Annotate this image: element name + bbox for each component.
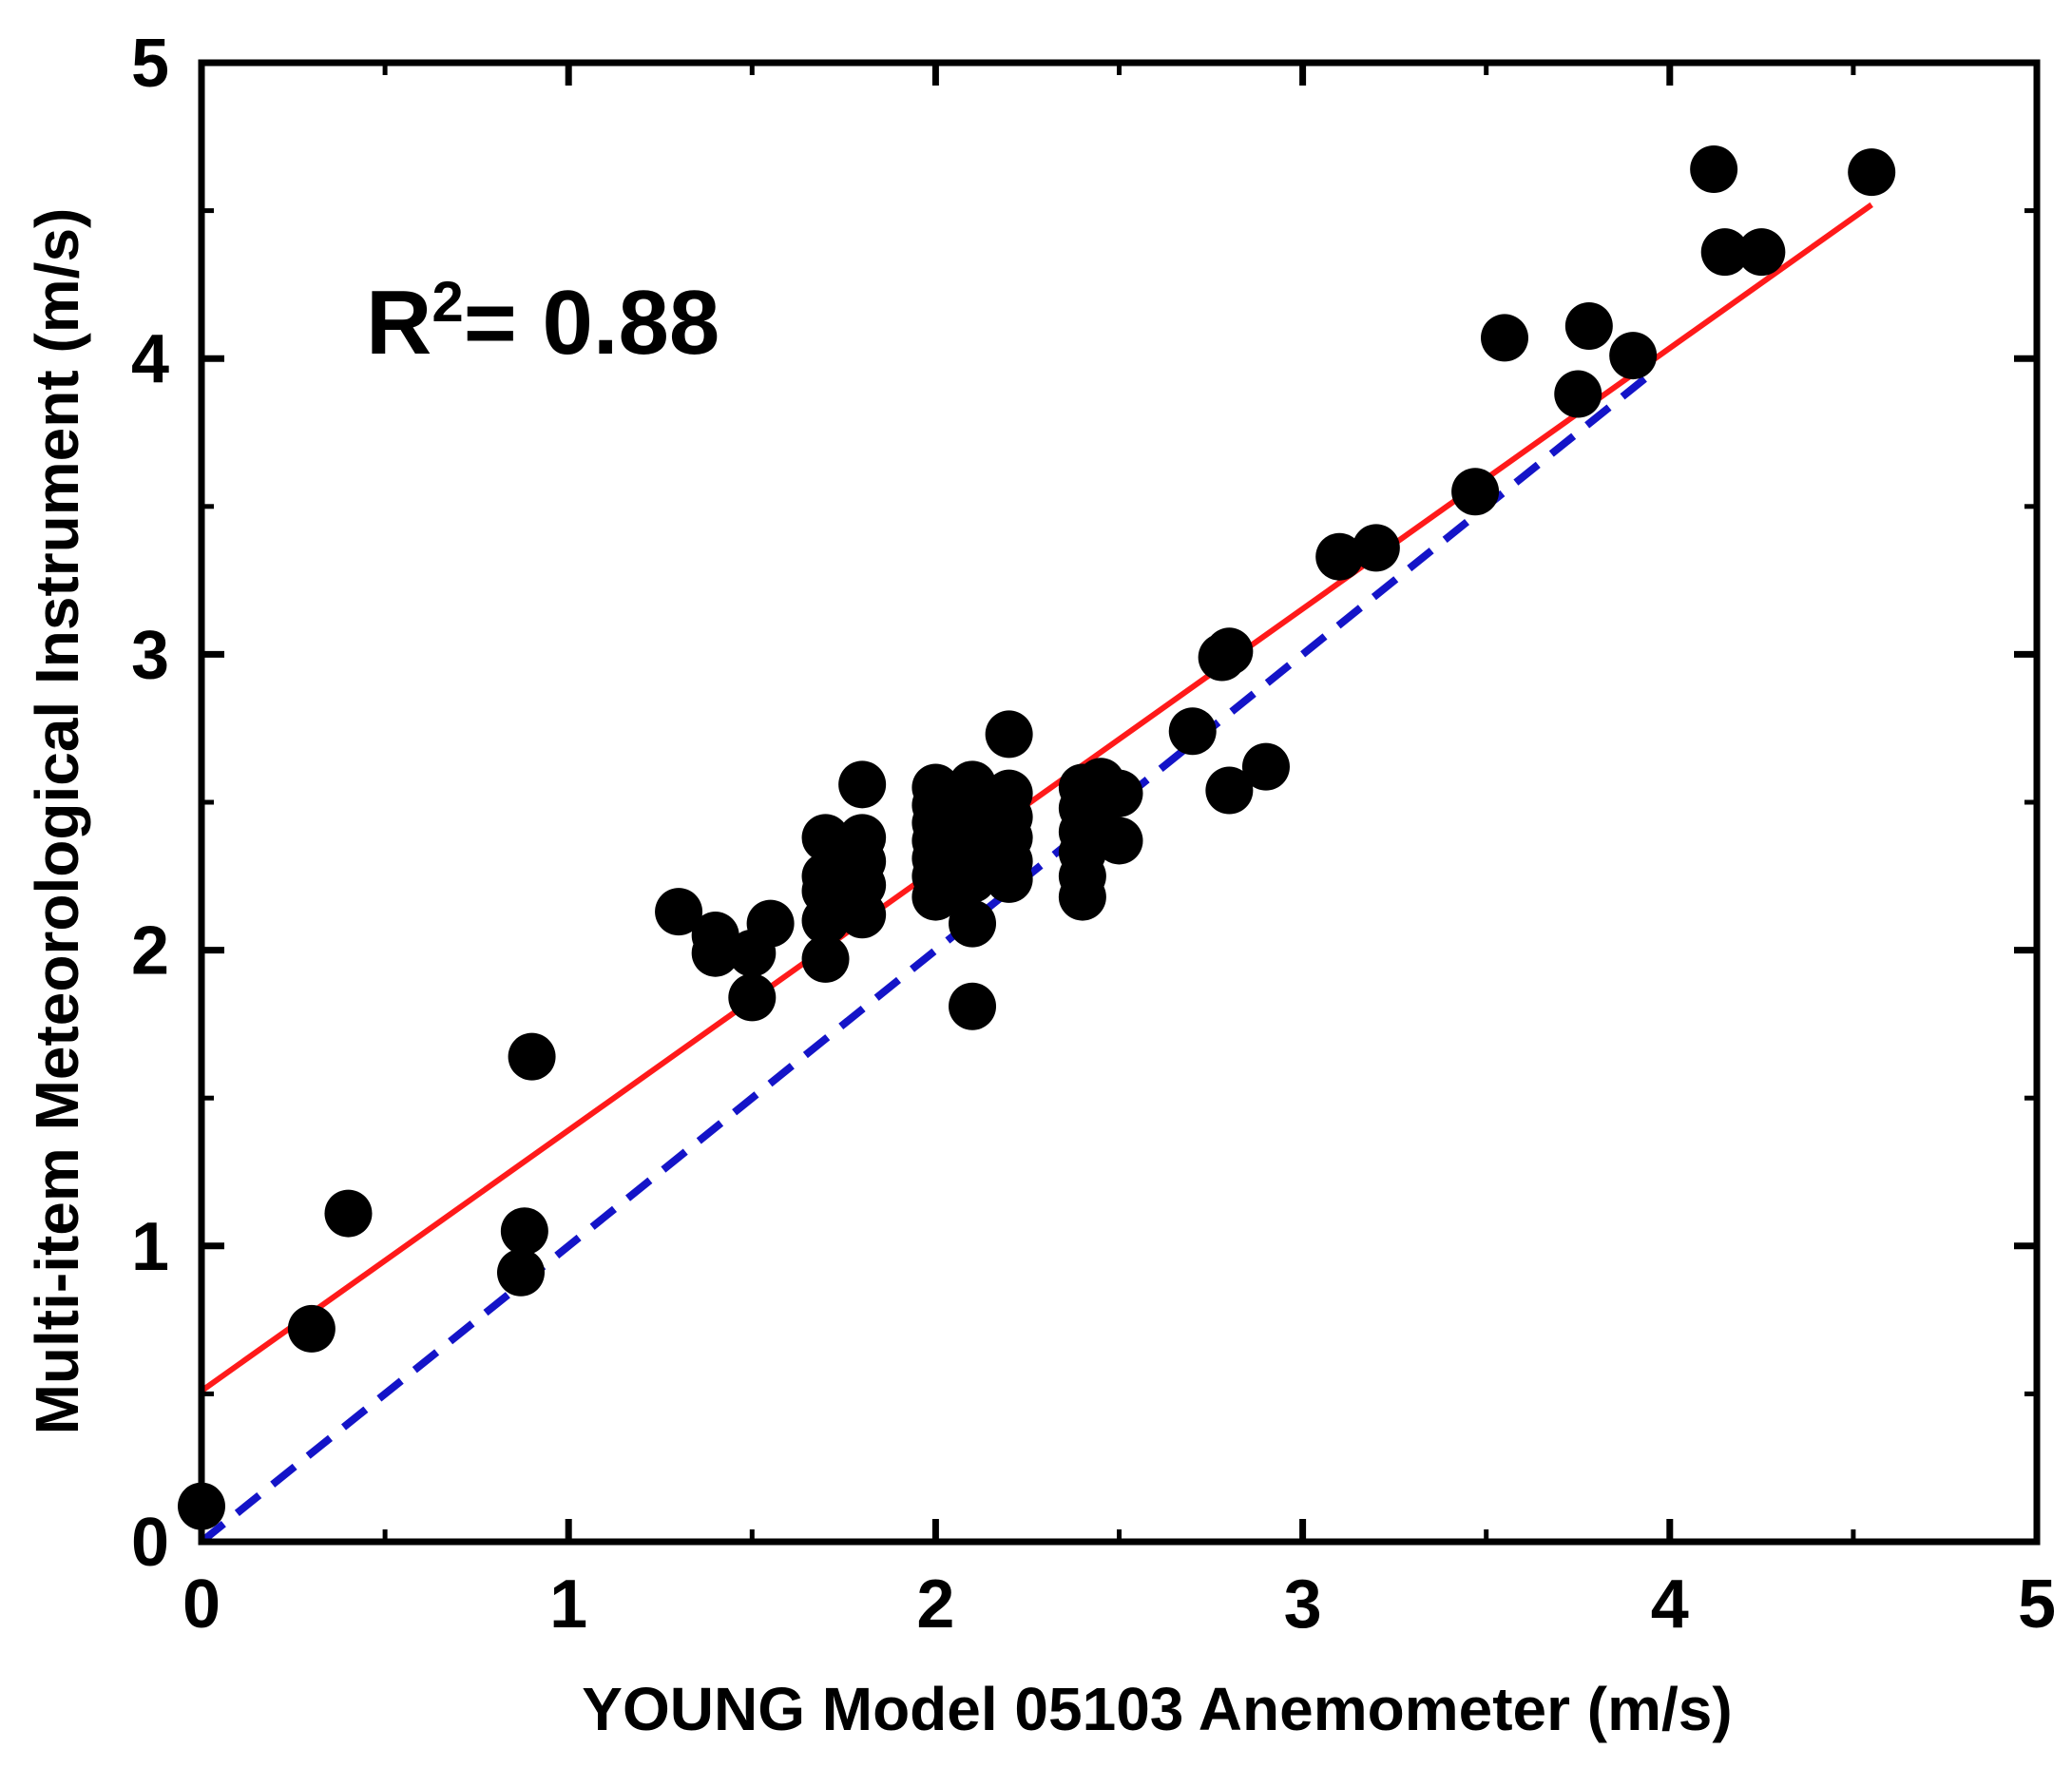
tick-labels-layer: 0 1 2 3 4 5 0 1 2 3 4 5 — [131, 26, 2056, 1643]
data-point — [985, 710, 1033, 759]
data-points-layer — [178, 145, 1896, 1530]
data-point — [1095, 817, 1143, 865]
y-tick-label: 3 — [131, 617, 169, 693]
x-tick-label: 0 — [182, 1566, 221, 1643]
data-point — [838, 760, 887, 809]
data-point — [949, 899, 997, 948]
data-point — [985, 855, 1033, 903]
data-point — [801, 814, 850, 862]
data-point — [1451, 468, 1500, 516]
x-tick-label: 3 — [1284, 1566, 1322, 1643]
data-point — [746, 899, 795, 948]
data-point — [1737, 228, 1786, 277]
data-point — [801, 934, 850, 983]
data-point — [1690, 145, 1738, 194]
data-point — [838, 891, 887, 939]
data-point — [287, 1304, 336, 1353]
x-tick-label: 1 — [549, 1566, 587, 1643]
data-point — [1352, 524, 1400, 572]
data-point — [1554, 370, 1602, 418]
identity-line-layer — [199, 370, 1654, 1546]
data-point — [508, 1032, 556, 1081]
y-axis-title: Multi-item Meteorological Instrument (m/… — [23, 208, 91, 1435]
data-point — [655, 888, 703, 936]
data-point — [1205, 627, 1254, 676]
y-tick-label: 4 — [131, 321, 169, 397]
data-point — [324, 1189, 373, 1238]
data-point — [1241, 742, 1290, 791]
plot-frame — [198, 59, 2041, 1546]
x-axis-title: YOUNG Model 05103 Anemometer (m/s) — [582, 1675, 1732, 1743]
data-point — [1564, 301, 1613, 350]
data-point — [1609, 332, 1658, 380]
data-point — [1205, 766, 1254, 815]
data-point — [1095, 769, 1143, 817]
x-tick-label: 5 — [2018, 1566, 2056, 1643]
data-point — [1700, 228, 1749, 277]
data-point — [1315, 532, 1364, 581]
y-tick-label: 1 — [131, 1209, 169, 1285]
r-squared-value: = 0.88 — [464, 272, 720, 374]
r-squared-prefix: R — [366, 272, 432, 374]
data-point — [1848, 148, 1896, 197]
data-point — [1058, 873, 1106, 921]
data-point — [496, 1248, 545, 1297]
identity-line — [199, 370, 1654, 1546]
data-point — [728, 973, 777, 1022]
x-tick-label: 4 — [1651, 1566, 1689, 1643]
y-tick-label: 2 — [131, 913, 169, 990]
y-tick-label: 0 — [131, 1505, 169, 1581]
data-point — [949, 982, 997, 1030]
x-tick-label: 2 — [916, 1566, 954, 1643]
data-point — [500, 1207, 548, 1256]
r-squared-superscript: 2 — [432, 270, 463, 334]
r-squared-annotation: R2= 0.88 — [366, 270, 719, 374]
data-point — [1481, 314, 1529, 362]
data-point — [1168, 707, 1217, 756]
data-point — [691, 929, 739, 977]
y-tick-label: 5 — [131, 26, 169, 102]
